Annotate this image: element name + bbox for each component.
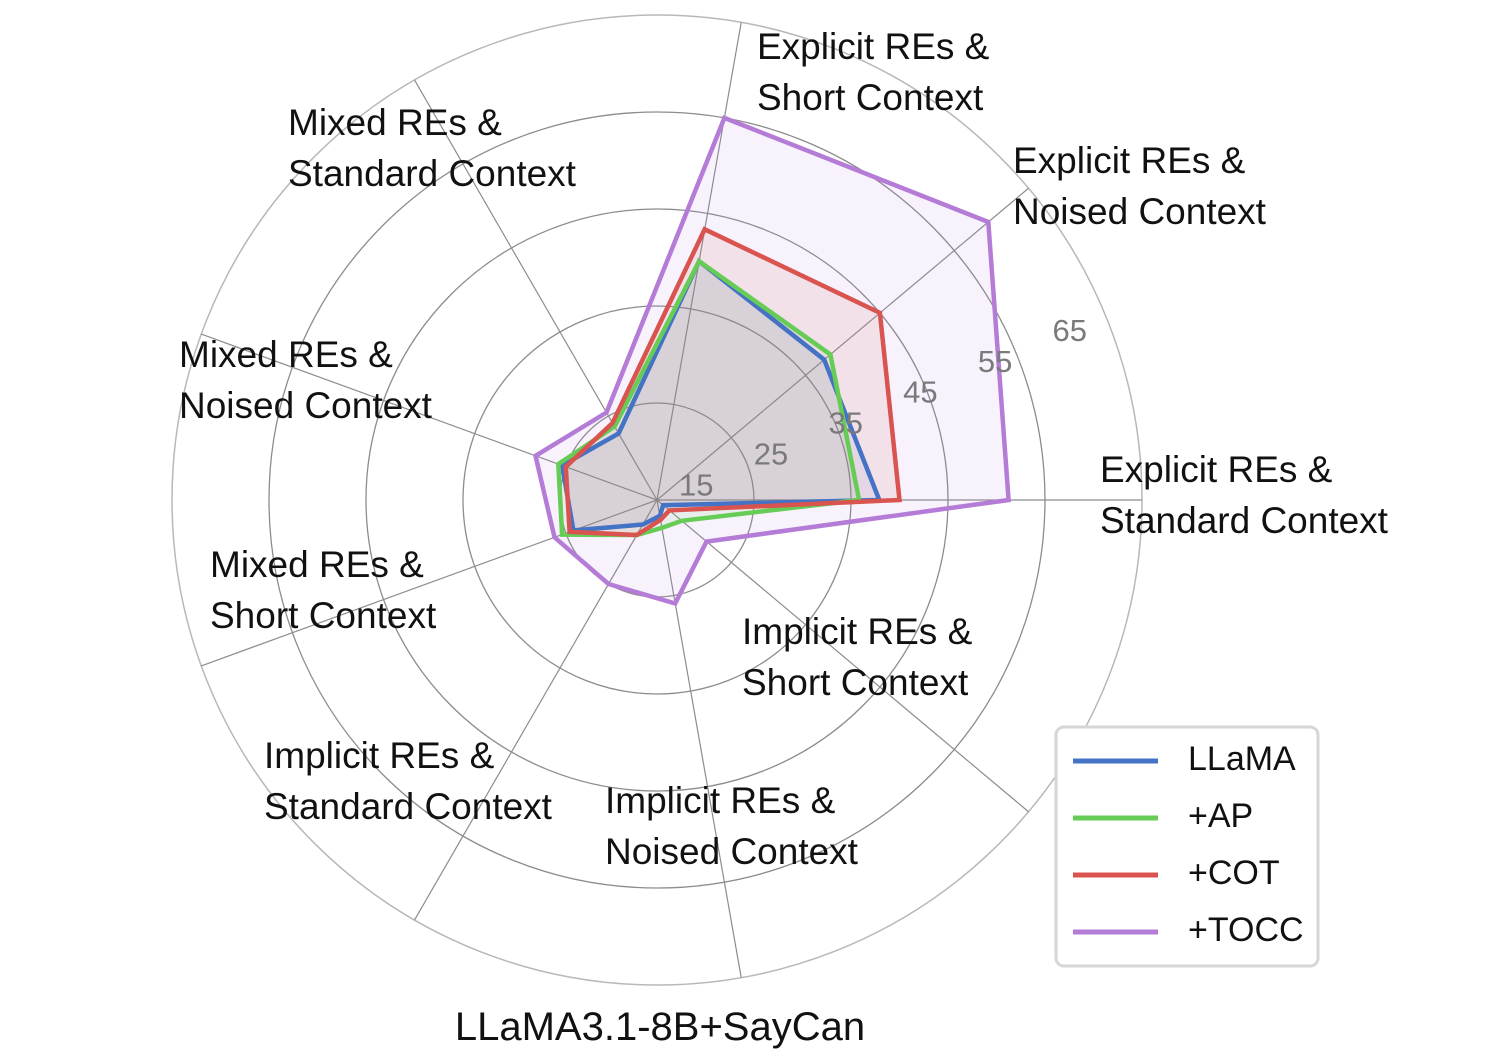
axis-label-line2: Noised Context xyxy=(1013,191,1267,232)
radial-tick-label: 45 xyxy=(903,375,937,410)
axis-label-line1: Explicit REs & xyxy=(1013,140,1246,181)
axis-label-line2: Short Context xyxy=(742,662,969,703)
radial-tick-label: 65 xyxy=(1052,313,1086,348)
radar-grid xyxy=(171,14,1143,986)
series-line xyxy=(555,257,862,538)
grid-spoke xyxy=(413,79,658,501)
axis-label-line2: Standard Context xyxy=(1100,500,1389,541)
legend: LLaMA +AP +COT +TOCC xyxy=(1054,725,1320,968)
axis-label-line1: Implicit REs & xyxy=(742,611,973,652)
series-fill xyxy=(565,229,900,536)
series-fill xyxy=(562,261,880,531)
axis-labels: Explicit REs & Standard Context Explicit R… xyxy=(179,26,1389,872)
axis-label-line1: Explicit REs & xyxy=(1100,449,1333,490)
axis-label-line2: Standard Context xyxy=(264,786,553,827)
axis-label-line2: Standard Context xyxy=(288,153,577,194)
radar-series xyxy=(532,114,1011,607)
grid-spoke xyxy=(201,333,658,501)
axis-label-line1: Implicit REs & xyxy=(264,735,495,776)
grid-spoke xyxy=(656,499,1029,813)
series-line xyxy=(563,226,902,538)
series-line xyxy=(532,114,1011,607)
radial-tick-label: 25 xyxy=(754,437,788,472)
grid-spoke xyxy=(413,499,658,921)
series-fill xyxy=(535,117,1009,604)
legend-label: +COT xyxy=(1188,854,1280,892)
axis-label-line1: Implicit REs & xyxy=(605,780,836,821)
radial-tick-label: 55 xyxy=(978,344,1012,379)
legend-box xyxy=(1054,725,1320,968)
axis-label-line1: Mixed REs & xyxy=(210,544,424,585)
axis-label-line1: Explicit REs & xyxy=(757,26,990,67)
legend-label: +TOCC xyxy=(1188,911,1304,949)
grid-spoke xyxy=(656,499,742,978)
radial-tick-labels: 15 25 35 45 55 65 xyxy=(679,313,1087,503)
axis-label-line2: Noised Context xyxy=(605,831,859,872)
axis-label-line1: Mixed REs & xyxy=(179,334,393,375)
axis-label-line1: Mixed REs & xyxy=(288,102,502,143)
grid-spoke xyxy=(656,187,1029,501)
legend-label: +AP xyxy=(1188,797,1253,835)
legend-label: LLaMA xyxy=(1188,740,1296,778)
radial-tick-label: 35 xyxy=(828,406,862,441)
axis-label-line2: Noised Context xyxy=(179,385,433,426)
radial-tick-label: 15 xyxy=(679,468,713,503)
axis-label-line2: Short Context xyxy=(210,595,437,636)
axis-label-line2: Short Context xyxy=(757,77,984,118)
chart-title: LLaMA3.1-8B+SayCan xyxy=(455,1005,865,1049)
